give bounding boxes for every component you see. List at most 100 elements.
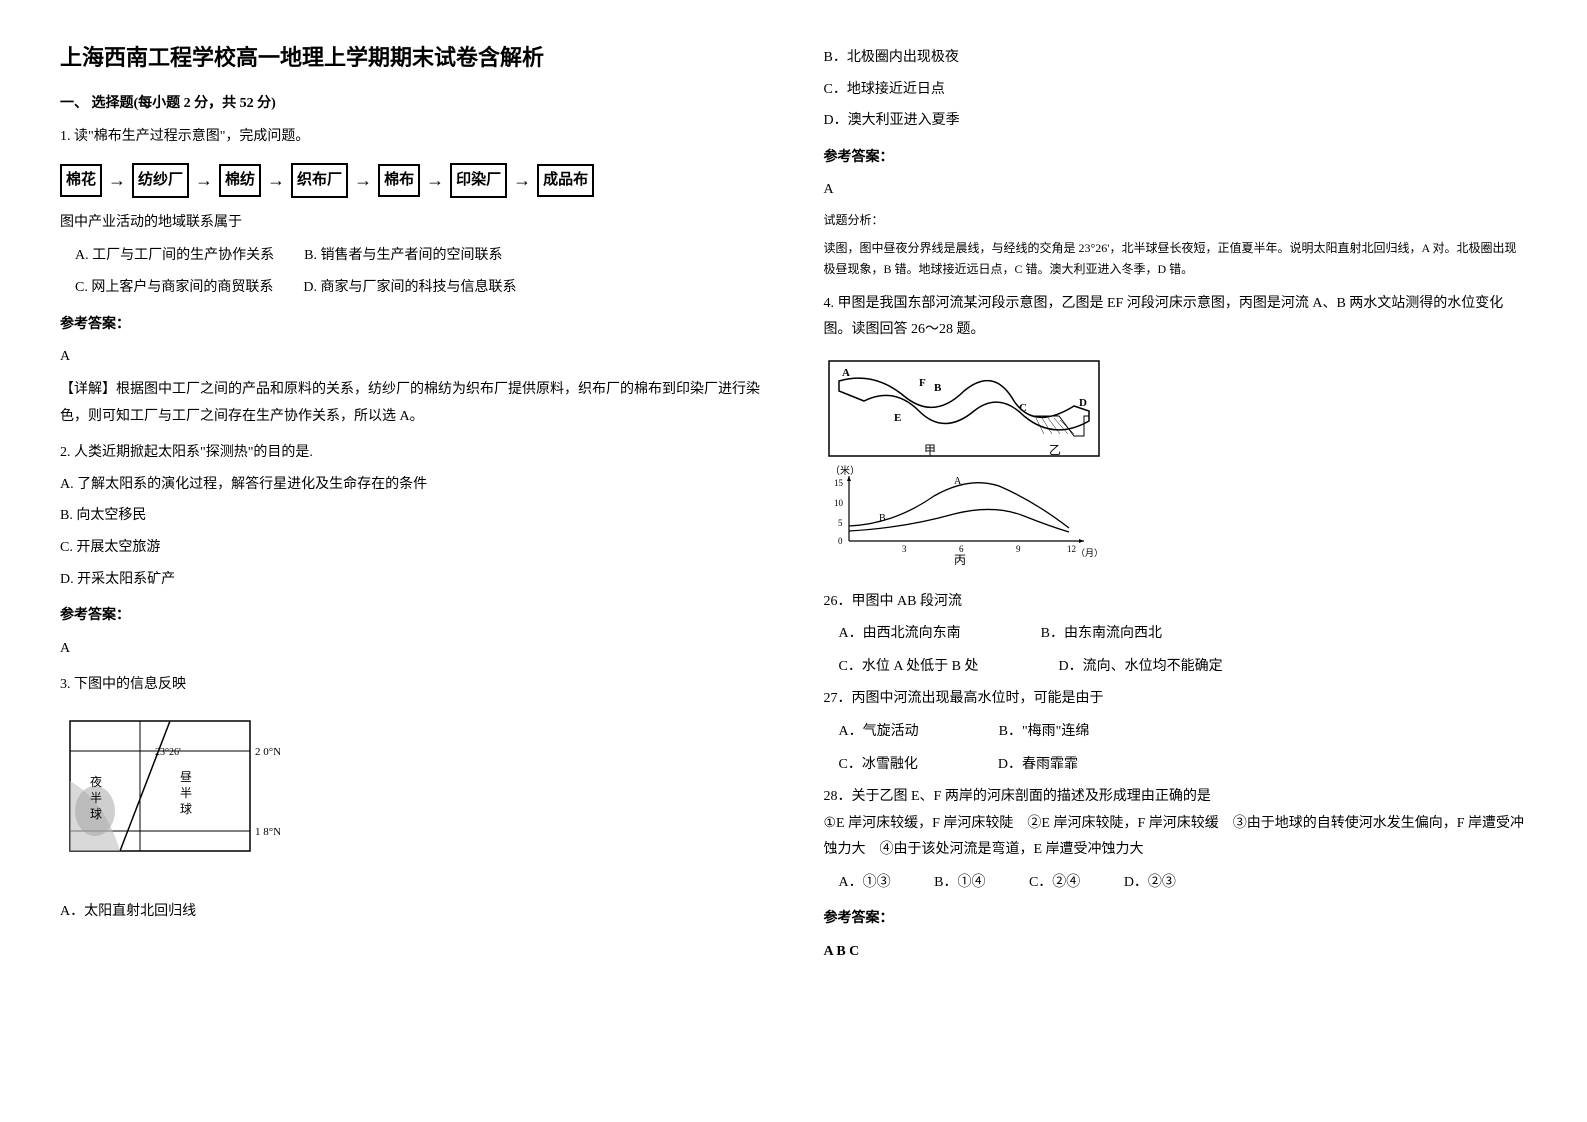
q2-opt-a: A. 了解太阳系的演化过程，解答行星进化及生命存在的条件 (60, 472, 764, 499)
svg-text:10: 10 (834, 498, 844, 508)
flow-box-1: 棉花 (60, 164, 102, 197)
svg-text:B: B (879, 513, 886, 524)
q28-opt-b: B．①④ (934, 870, 985, 897)
svg-text:丙: 丙 (954, 553, 966, 566)
flow-diagram: 棉花 → 纺纱厂 → 棉纺 → 织布厂 → 棉布 → 印染厂 → 成品布 (60, 163, 764, 199)
svg-text:（月）: （月） (1076, 548, 1103, 558)
q28-stem: 28．关于乙图 E、F 两岸的河床剖面的描述及形成理由正确的是 (824, 784, 1528, 811)
question-3-cont: B．北极圈内出现极夜 C．地球接近近日点 D．澳大利亚进入夏季 参考答案： A … (824, 45, 1528, 281)
hemisphere-label: 半 (180, 786, 192, 800)
q27-opt-d: D．春雨霏霏 (998, 752, 1078, 779)
svg-text:D: D (1079, 397, 1087, 409)
q2-opt-c: C. 开展太空旅游 (60, 535, 764, 562)
arrow-icon: → (267, 163, 285, 197)
arrow-icon: → (354, 163, 372, 197)
q26-opt-d: D．流向、水位均不能确定 (1059, 654, 1223, 681)
section-header: 一、 选择题(每小题 2 分，共 52 分) (60, 92, 764, 112)
svg-text:0: 0 (838, 536, 843, 546)
q1-sub: 图中产业活动的地域联系属于 (60, 210, 764, 237)
hemisphere-label: 球 (90, 807, 102, 821)
flow-box-4: 织布厂 (291, 163, 348, 199)
hemisphere-label: 半 (90, 791, 102, 805)
q2-opt-d: D. 开采太阳系矿产 (60, 567, 764, 594)
svg-text:5: 5 (838, 518, 843, 528)
q3-opt-b: B．北极圈内出现极夜 (824, 45, 1528, 72)
question-2: 2. 人类近期掀起太阳系"探测热"的目的是. A. 了解太阳系的演化过程，解答行… (60, 440, 764, 662)
answer-label: 参考答案： (60, 603, 764, 630)
answer-label: 参考答案： (60, 312, 764, 339)
q1-opt-a: A. 工厂与工厂间的生产协作关系 (75, 243, 274, 270)
q27-stem: 27．丙图中河流出现最高水位时，可能是由于 (824, 686, 1528, 713)
q28-opt-d: D．②③ (1124, 870, 1176, 897)
flow-box-6: 印染厂 (450, 163, 507, 199)
earth-diagram: 23°26' 2 0°N 1 8°N 昼 半 球 夜 半 球 (60, 711, 280, 871)
page-title: 上海西南工程学校高一地理上学期期末试卷含解析 (60, 40, 764, 72)
q1-opt-c: C. 网上客户与商家间的商贸联系 (75, 275, 273, 302)
analysis-label: 试题分析： (824, 210, 1528, 232)
question-1: 1. 读"棉布生产过程示意图"，完成问题。 棉花 → 纺纱厂 → 棉纺 → 织布… (60, 124, 764, 430)
q4-stem: 4. 甲图是我国东部河流某河段示意图，乙图是 EF 河段河床示意图，丙图是河流 … (824, 291, 1528, 344)
q1-opt-b: B. 销售者与生产者间的空间联系 (304, 243, 502, 270)
q3-opt-d: D．澳大利亚进入夏季 (824, 108, 1528, 135)
q3-analysis: 读图，图中昼夜分界线是晨线，与经线的交角是 23°26'，北半球昼长夜短，正值夏… (824, 238, 1528, 281)
svg-text:甲: 甲 (924, 443, 936, 457)
hemisphere-label: 昼 (180, 770, 192, 784)
q27-opt-c: C．冰雪融化 (839, 752, 918, 779)
svg-text:A: A (842, 367, 850, 379)
flow-box-2: 纺纱厂 (132, 163, 189, 199)
svg-text:15: 15 (834, 478, 844, 488)
q3-opt-a: A．太阳直射北回归线 (60, 899, 764, 926)
arrow-icon: → (108, 163, 126, 197)
river-diagram: A F B E C D 甲 乙 （米） (824, 356, 1104, 566)
svg-text:3: 3 (902, 544, 907, 554)
flow-box-5: 棉布 (378, 164, 420, 197)
q2-stem: 2. 人类近期掀起太阳系"探测热"的目的是. (60, 440, 764, 467)
q2-opt-b: B. 向太空移民 (60, 503, 764, 530)
q4-answer: A B C (824, 939, 1528, 966)
flow-label: 棉布 (384, 172, 414, 189)
angle-label: 23°26' (155, 747, 181, 758)
q28-desc: ①E 岸河床较缓，F 岸河床较陡 ②E 岸河床较陡，F 岸河床较缓 ③由于地球的… (824, 811, 1528, 864)
q28-opt-a: A．①③ (839, 870, 891, 897)
q27-opt-a: A．气旋活动 (839, 719, 919, 746)
hemisphere-label: 球 (180, 802, 192, 816)
lat-label: 2 0°N (255, 746, 280, 758)
q1-answer: A (60, 344, 764, 371)
q27-opt-b: B．"梅雨"连绵 (999, 719, 1090, 746)
arrow-icon: → (426, 163, 444, 197)
flow-label: 棉纺 (225, 172, 255, 189)
q26-stem: 26．甲图中 AB 段河流 (824, 589, 1528, 616)
flow-label: 棉花 (66, 172, 96, 189)
q1-detail: 【详解】根据图中工厂之间的产品和原料的关系，纺纱厂的棉纺为织布厂提供原料，织布厂… (60, 377, 764, 430)
arrow-icon: → (513, 163, 531, 197)
q3-opt-c: C．地球接近近日点 (824, 77, 1528, 104)
q26-opt-a: A．由西北流向东南 (839, 621, 961, 648)
flow-box-3: 棉纺 (219, 164, 261, 197)
svg-text:B: B (934, 382, 942, 394)
svg-text:乙: 乙 (1049, 443, 1061, 457)
svg-text:C: C (1019, 402, 1027, 414)
answer-label: 参考答案： (824, 145, 1528, 172)
arrow-icon: → (195, 163, 213, 197)
q26-opt-c: C．水位 A 处低于 B 处 (839, 654, 979, 681)
svg-text:（米）: （米） (830, 464, 860, 477)
svg-text:F: F (919, 377, 926, 389)
question-3: 3. 下图中的信息反映 23°26' 2 0°N 1 8°N 昼 半 球 夜 半… (60, 672, 764, 925)
q1-stem: 1. 读"棉布生产过程示意图"，完成问题。 (60, 124, 764, 151)
flow-label: 成品布 (543, 172, 588, 189)
q1-opt-d: D. 商家与厂家间的科技与信息联系 (303, 275, 516, 302)
svg-text:12: 12 (1067, 544, 1076, 554)
flow-box-7: 成品布 (537, 164, 594, 197)
lat-label: 1 8°N (255, 826, 280, 838)
answer-label: 参考答案： (824, 906, 1528, 933)
svg-text:A: A (954, 476, 962, 487)
q2-answer: A (60, 636, 764, 663)
svg-text:E: E (894, 412, 901, 424)
hemisphere-label: 夜 (90, 774, 102, 789)
q3-stem: 3. 下图中的信息反映 (60, 672, 764, 699)
q26-opt-b: B．由东南流向西北 (1041, 621, 1162, 648)
svg-text:9: 9 (1016, 544, 1021, 554)
q28-opt-c: C．②④ (1029, 870, 1080, 897)
q3-answer: A (824, 177, 1528, 204)
question-4: 4. 甲图是我国东部河流某河段示意图，乙图是 EF 河段河床示意图，丙图是河流 … (824, 291, 1528, 966)
